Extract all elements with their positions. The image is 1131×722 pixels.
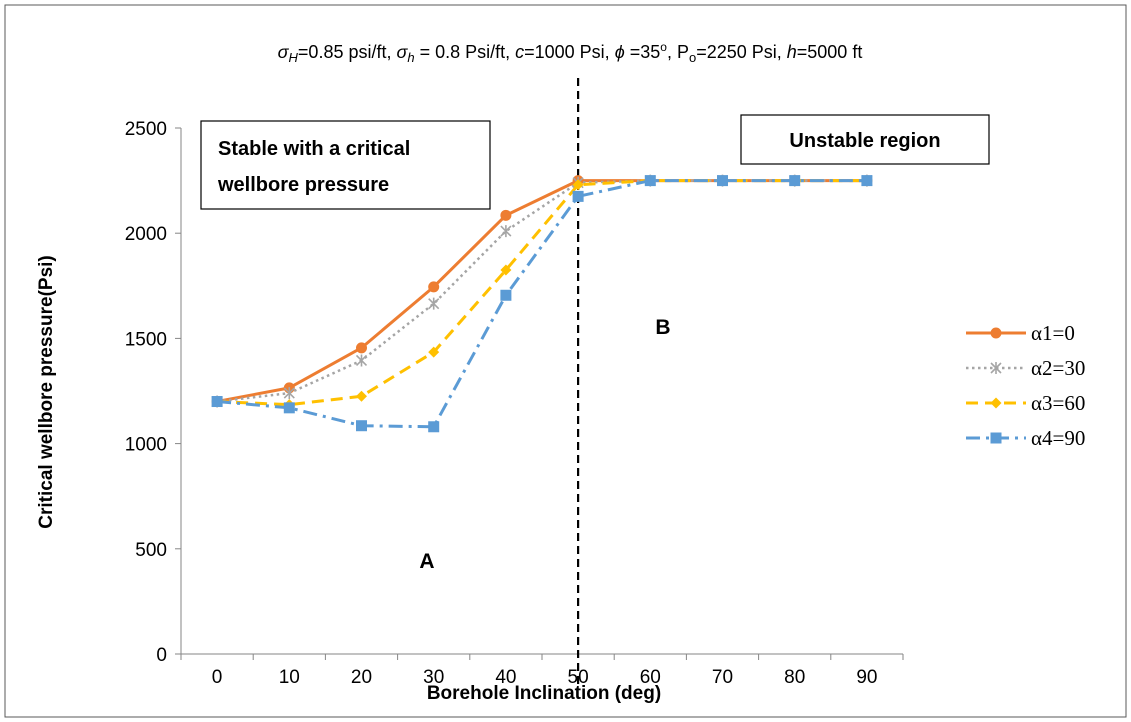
data-point (211, 396, 223, 408)
data-point (789, 175, 801, 187)
legend-item: α2=30 (966, 356, 1085, 380)
x-tick-label: 90 (856, 667, 877, 688)
data-point (356, 390, 367, 402)
title-h-value: =5000 ft (797, 42, 863, 62)
series-4 (211, 175, 873, 433)
title-c-symbol: c (515, 42, 524, 62)
data-point (428, 281, 440, 293)
series-layer (211, 174, 873, 433)
title-sigma-small-h-sub: h (407, 50, 414, 65)
legend-label: α4=90 (1031, 426, 1085, 450)
y-tick-label: 0 (156, 645, 167, 666)
stable-region-box (200, 120, 491, 210)
data-point (717, 175, 728, 187)
title-phi-after: , P (667, 42, 689, 62)
title-sigma-h-symbol: σ (278, 42, 290, 62)
stable-box-line2: wellbore pressure (217, 174, 389, 196)
x-tick-label: 80 (784, 667, 805, 688)
title-sigma-h-sub: H (289, 50, 299, 65)
title-phi-degree: o (660, 40, 667, 54)
x-tick-label: 30 (423, 667, 444, 688)
y-tick-label: 2000 (125, 224, 167, 245)
x-tick-label: 10 (279, 667, 300, 688)
legend-label: α1=0 (1031, 321, 1075, 345)
data-point (428, 421, 440, 433)
chart-frame (4, 4, 1127, 718)
legend-label: α2=30 (1031, 356, 1085, 380)
y-tick-label: 1500 (125, 329, 167, 350)
title-sigma-h-value: =0.85 psi/ft, (298, 42, 397, 62)
data-point (356, 342, 367, 354)
data-point (572, 179, 584, 191)
title-sigma-small-h-symbol: σ (396, 42, 408, 62)
data-point (500, 289, 512, 301)
title-p-value: =2250 Psi, (696, 42, 787, 62)
title-phi-value: =35 (625, 42, 661, 62)
data-point (861, 175, 873, 187)
series-line (216, 179, 867, 429)
y-tick-label: 1000 (125, 435, 167, 456)
data-point (644, 175, 656, 187)
region-a-label: A (419, 550, 434, 573)
y-axis-title: Critical wellbore pressure(Psi) (36, 255, 57, 529)
title-c-value: =1000 Psi, (524, 42, 615, 62)
data-point (572, 190, 584, 202)
legend-swatch-marker (990, 397, 1002, 409)
x-tick-label: 60 (640, 667, 661, 688)
unstable-box-label: Unstable region (789, 130, 940, 152)
legend-label: α3=60 (1031, 391, 1085, 415)
data-point (355, 354, 368, 367)
legend: α1=0 α2=30 α3=60 α4=90 (966, 321, 1085, 450)
data-point (428, 297, 440, 310)
data-point (428, 346, 440, 358)
legend-swatch-marker (990, 362, 1002, 374)
data-point (283, 387, 295, 400)
chart-title: σH=0.85 psi/ft, σh = 0.8 Psi/ft, c=1000 … (278, 40, 863, 65)
x-tick-label: 20 (351, 667, 372, 688)
region-b-label: B (655, 316, 670, 339)
legend-item: α3=60 (966, 391, 1085, 415)
legend-swatch-marker (990, 327, 1002, 339)
legend-swatch-marker (990, 432, 1002, 444)
y-tick-label: 2500 (125, 119, 167, 140)
x-tick-label: 40 (495, 667, 516, 688)
legend-item: α1=0 (966, 321, 1075, 345)
title-phi-symbol: ϕ (615, 42, 625, 62)
title-p-sub: o (689, 50, 696, 65)
data-point (283, 402, 295, 414)
title-sigma-small-h-value: = 0.8 Psi/ft, (415, 42, 516, 62)
x-axis-title: Borehole Inclination (deg) (427, 683, 661, 704)
data-point (356, 420, 367, 432)
legend-item: α4=90 (966, 426, 1085, 450)
x-tick-label: 70 (712, 667, 733, 688)
y-tick-label: 500 (135, 540, 167, 561)
data-point (500, 225, 512, 238)
x-tick-label: 0 (212, 667, 223, 688)
data-point (500, 264, 512, 276)
data-point (500, 209, 512, 221)
unstable-region-box (740, 114, 990, 165)
title-h-symbol: h (787, 42, 797, 62)
stable-box-line1: Stable with a critical (218, 138, 410, 160)
